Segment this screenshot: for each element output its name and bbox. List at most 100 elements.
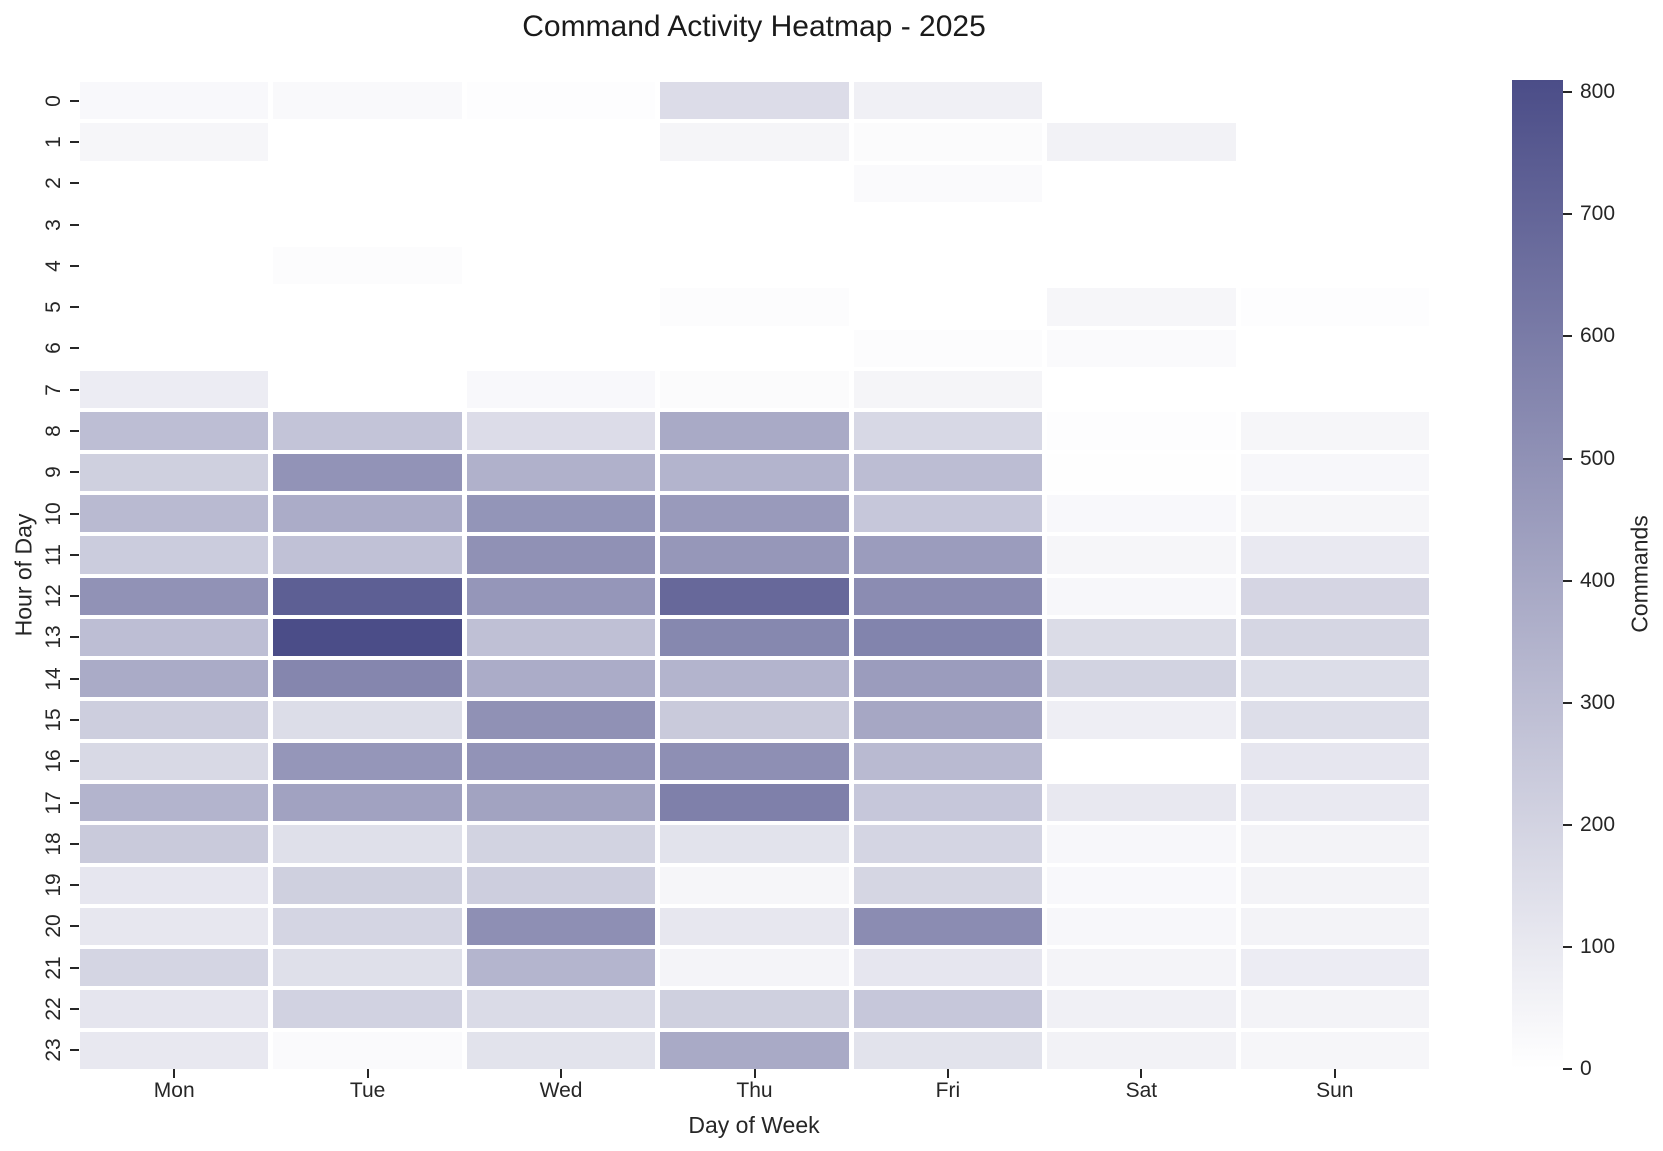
heatmap-cell: [1047, 247, 1236, 285]
x-tick-label: Thu: [736, 1079, 773, 1102]
colorbar-tick-label: 700: [1580, 202, 1616, 226]
heatmap-cell: [1047, 701, 1236, 739]
heatmap-cell: [853, 205, 1043, 244]
y-tick-label: 10: [42, 501, 65, 526]
heatmap-cell: [80, 205, 269, 244]
heatmap-cell: [273, 1031, 462, 1069]
heatmap-cell: [1047, 742, 1236, 780]
y-tick-label: 2: [42, 177, 65, 190]
heatmap-cell: [853, 825, 1043, 863]
heatmap-cell: [466, 123, 656, 161]
heatmap-cell: [1047, 288, 1236, 326]
y-tick-label: 12: [42, 584, 65, 608]
heatmap-cell: [466, 329, 656, 368]
x-tick-label: Fri: [935, 1079, 961, 1102]
heatmap-cell: [80, 412, 269, 450]
y-tick-mark: [70, 429, 79, 432]
heatmap-cell: [660, 866, 849, 904]
heatmap-cell: [273, 949, 462, 987]
heatmap-cell: [1240, 371, 1429, 409]
heatmap-cell: [660, 742, 849, 780]
heatmap-cell: [273, 494, 462, 533]
heatmap-cell: [1047, 164, 1236, 202]
heatmap-cell: [273, 205, 462, 244]
heatmap-cell: [660, 536, 849, 574]
heatmap-cell: [853, 866, 1043, 904]
y-tick-mark: [70, 99, 79, 102]
heatmap-cell: [1240, 742, 1429, 780]
y-tick-mark: [70, 636, 79, 639]
y-tick-mark: [70, 264, 79, 267]
heatmap-cell: [1240, 701, 1429, 739]
y-tick-label: 22: [42, 997, 65, 1021]
y-tick-mark: [70, 719, 79, 722]
colorbar-tick-mark: [1563, 701, 1572, 704]
heatmap-cell: [273, 907, 462, 946]
chart-title: Command Activity Heatmap - 2025: [522, 10, 986, 43]
heatmap-cell: [466, 577, 656, 615]
y-tick-label: 3: [42, 218, 65, 231]
heatmap-cell: [466, 164, 656, 202]
y-tick-label: 21: [42, 956, 65, 980]
x-tick-mark: [946, 1069, 949, 1078]
heatmap-cell: [660, 990, 849, 1028]
heatmap-cell: [273, 742, 462, 780]
heatmap-cell: [466, 660, 656, 698]
y-tick-mark: [70, 842, 79, 845]
heatmap-cell: [1240, 412, 1429, 450]
heatmap-cell: [466, 536, 656, 574]
heatmap-cell: [660, 82, 849, 120]
heatmap-cell: [1240, 783, 1429, 822]
heatmap-cell: [1240, 907, 1429, 946]
heatmap-cell: [273, 247, 462, 285]
heatmap-cell: [660, 288, 849, 326]
heatmap-cell: [273, 990, 462, 1028]
y-tick-mark: [70, 1008, 79, 1011]
heatmap-cell: [80, 701, 269, 739]
heatmap-cell: [466, 701, 656, 739]
heatmap-cell: [80, 907, 269, 946]
heatmap-cell: [1240, 825, 1429, 863]
heatmap-cell: [466, 618, 656, 657]
heatmap-cell: [1047, 949, 1236, 987]
heatmap-cell: [80, 123, 269, 161]
heatmap-cell: [660, 949, 849, 987]
x-tick-label: Mon: [153, 1079, 195, 1102]
colorbar-title: Commands: [1626, 515, 1653, 633]
heatmap-cell: [466, 825, 656, 863]
heatmap-cell: [80, 82, 269, 120]
heatmap-cell: [1240, 1031, 1429, 1069]
y-tick-label: 11: [42, 543, 65, 566]
heatmap-cell: [466, 990, 656, 1028]
heatmap-cell: [466, 247, 656, 285]
heatmap-cell: [1047, 825, 1236, 863]
heatmap-cell: [1240, 288, 1429, 326]
heatmap-cell: [660, 494, 849, 533]
heatmap-cell: [660, 1031, 849, 1069]
heatmap-cell: [853, 660, 1043, 698]
heatmap-cell: [273, 660, 462, 698]
heatmap-cell: [80, 164, 269, 202]
heatmap-cell: [660, 371, 849, 409]
heatmap-cell: [466, 494, 656, 533]
y-tick-mark: [70, 966, 79, 969]
heatmap-cell: [466, 742, 656, 780]
y-tick-label: 14: [42, 667, 65, 691]
y-tick-mark: [70, 884, 79, 887]
colorbar-tick-label: 200: [1580, 812, 1616, 836]
heatmap-cell: [273, 412, 462, 450]
y-tick-label: 7: [42, 383, 65, 396]
heatmap-cell: [80, 494, 269, 533]
heatmap-cell: [1047, 494, 1236, 533]
heatmap-cell: [273, 329, 462, 368]
y-axis-title: Hour of Day: [10, 513, 37, 637]
heatmap-cell: [273, 453, 462, 491]
heatmap-grid: [80, 82, 1429, 1069]
heatmap-cell: [273, 82, 462, 120]
heatmap-cell: [1047, 577, 1236, 615]
heatmap-cell: [1047, 536, 1236, 574]
heatmap-cell: [853, 990, 1043, 1028]
colorbar-tick-mark: [1563, 457, 1572, 460]
heatmap-cell: [273, 288, 462, 326]
heatmap-cell: [1047, 990, 1236, 1028]
